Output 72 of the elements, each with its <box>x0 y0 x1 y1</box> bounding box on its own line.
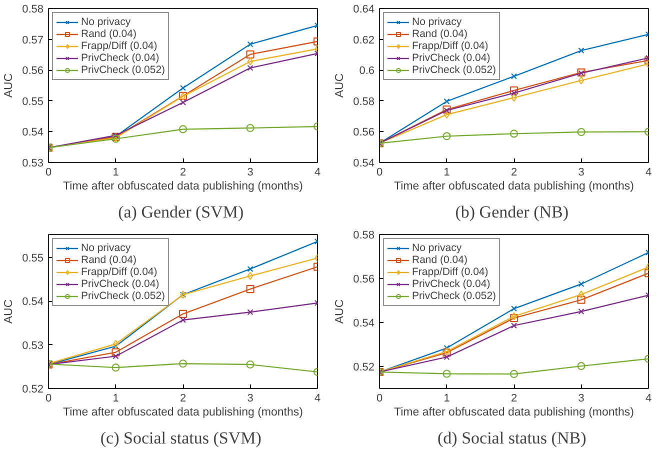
legend-label: Rand (0.04) <box>81 28 136 40</box>
y-tick-label: 0.54 <box>353 158 375 170</box>
x-tick-label: 4 <box>645 166 652 178</box>
y-axis-title: AUC <box>3 299 16 324</box>
y-tick-label: 0.53 <box>22 340 44 352</box>
x-tick-label: 0 <box>45 166 52 178</box>
x-tick-label: 1 <box>112 166 119 178</box>
legend-label: PrivCheck (0.052) <box>81 64 166 76</box>
y-tick-label: 0.58 <box>353 96 375 108</box>
y-tick-label: 0.57 <box>22 34 44 46</box>
x-axis-title: Time after obfuscated data publishing (months) <box>394 180 634 192</box>
y-tick-label: 0.58 <box>22 4 44 16</box>
x-tick-label: 2 <box>180 392 186 404</box>
legend-label: Rand (0.04) <box>81 254 136 266</box>
legend-label: PrivCheck (0.052) <box>412 290 496 302</box>
x-tick-label: 0 <box>376 166 383 178</box>
text: (b) Gender (NB) <box>455 202 569 222</box>
y-tick-label: 0.56 <box>353 274 375 286</box>
y-tick-label: 0.54 <box>22 126 44 139</box>
legend-label: Rand (0.04) <box>412 254 468 266</box>
legend-label: No privacy <box>81 242 131 254</box>
y-tick-label: 0.62 <box>353 34 375 46</box>
legend-label: No privacy <box>412 242 462 254</box>
x-tick-label: 1 <box>112 392 119 404</box>
x-axis-title: Time after obfuscated data publishing (months) <box>63 406 304 418</box>
y-tick-label: 0.56 <box>353 126 375 139</box>
legend-label: No privacy <box>412 16 462 28</box>
legend-label: PrivCheck (0.04) <box>81 52 160 64</box>
y-tick-label: 0.52 <box>353 362 375 374</box>
legend-label: No privacy <box>81 16 131 28</box>
legend-label: PrivCheck (0.052) <box>81 290 166 302</box>
y-tick-label: 0.56 <box>22 65 44 78</box>
y-tick-label: 0.55 <box>22 252 44 265</box>
y-tick-label: 0.6 <box>359 65 375 78</box>
y-tick-label: 0.55 <box>22 96 44 108</box>
legend-label: PrivCheck (0.04) <box>412 52 490 64</box>
y-tick-label: 0.64 <box>353 4 375 16</box>
x-tick-label: 3 <box>578 392 584 404</box>
y-tick-label: 0.54 <box>353 318 375 330</box>
text: (c) Social status (SVM) <box>100 428 262 448</box>
x-tick-label: 4 <box>645 392 652 404</box>
x-tick-label: 1 <box>444 166 450 178</box>
legend-label: Frapp/Diff (0.04) <box>81 266 158 278</box>
x-tick-label: 3 <box>247 392 254 404</box>
y-tick-label: 0.58 <box>353 230 375 242</box>
x-tick-label: 4 <box>314 166 321 178</box>
legend-label: PrivCheck (0.052) <box>412 64 496 76</box>
x-tick-label: 4 <box>314 392 321 404</box>
x-tick-label: 2 <box>180 166 186 178</box>
x-tick-label: 2 <box>510 392 518 404</box>
x-tick-label: 2 <box>510 166 518 178</box>
x-axis-title: Time after obfuscated data publishing (months) <box>63 180 304 192</box>
legend-label: Frapp/Diff (0.04) <box>412 266 488 278</box>
y-axis-title: AUC <box>334 73 346 98</box>
x-axis-title: Time after obfuscated data publishing (months) <box>394 406 634 418</box>
x-tick-label: 1 <box>444 392 450 404</box>
legend-label: Frapp/Diff (0.04) <box>81 40 158 52</box>
y-axis-title: AUC <box>3 73 16 98</box>
y-tick-label: 0.53 <box>22 158 44 170</box>
legend-label: Rand (0.04) <box>412 28 468 40</box>
text: (d) Social status (NB) <box>438 428 586 448</box>
x-tick-label: 0 <box>376 392 383 404</box>
y-tick-label: 0.52 <box>22 384 44 396</box>
x-tick-label: 3 <box>578 166 584 178</box>
text: (a) Gender (SVM) <box>118 202 244 222</box>
y-tick-label: 0.54 <box>22 296 44 308</box>
x-tick-label: 0 <box>45 392 52 404</box>
legend-label: PrivCheck (0.04) <box>81 278 160 290</box>
x-tick-label: 3 <box>247 166 254 178</box>
legend-label: PrivCheck (0.04) <box>412 278 490 290</box>
y-axis-title: AUC <box>334 299 346 324</box>
legend-label: Frapp/Diff (0.04) <box>412 40 488 52</box>
